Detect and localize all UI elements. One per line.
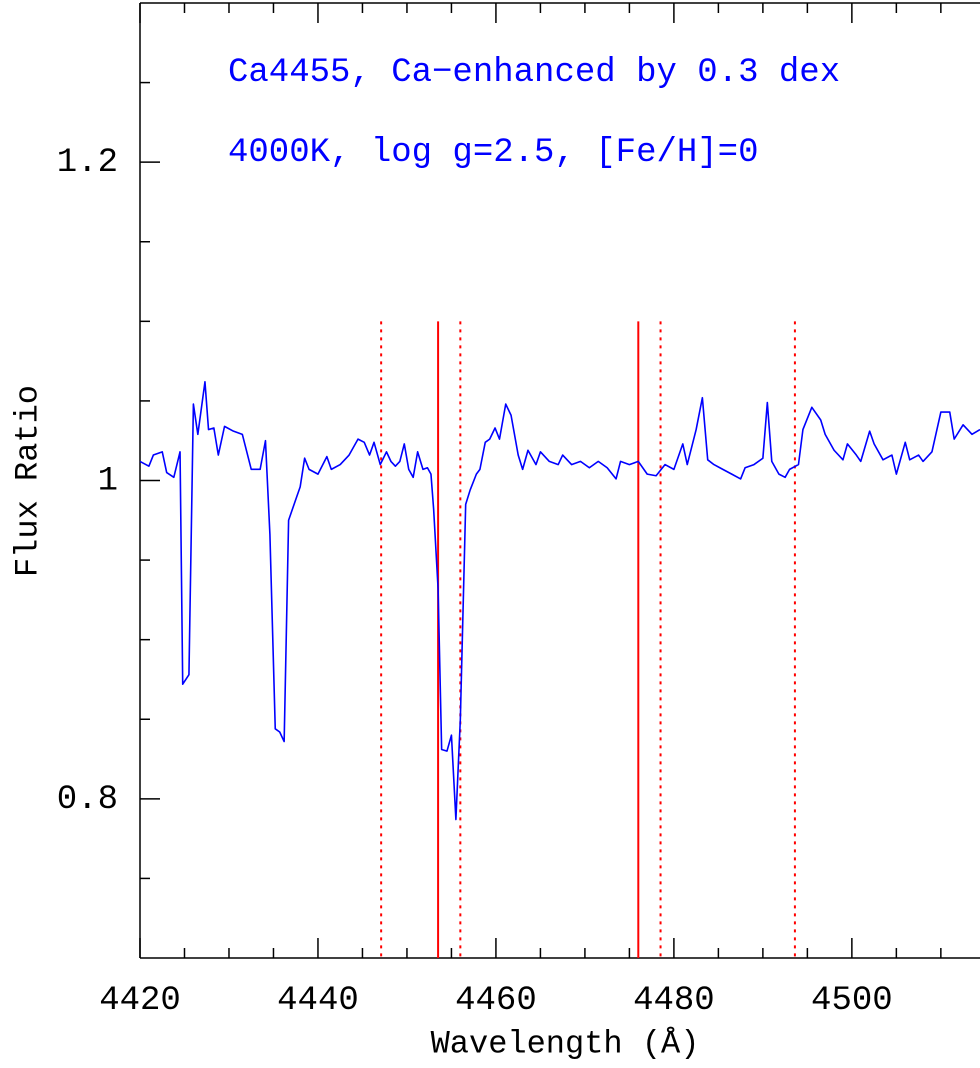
annotation: 4000K, log g=2.5, [Fe/H]=0 [228, 134, 759, 172]
x-tick-label: 4460 [455, 982, 537, 1020]
x-tick-label: 4420 [99, 982, 181, 1020]
spectrum-line [139, 381, 980, 821]
x-tick-label: 4440 [277, 982, 359, 1020]
y-tick-label: 1.2 [57, 144, 118, 182]
y-axis-label: Flux Ratio [9, 385, 46, 577]
y-tick-label: 0.8 [57, 781, 118, 819]
y-tick-label: 1 [98, 462, 118, 500]
x-tick-label: 4500 [811, 982, 893, 1020]
x-tick-label: 4480 [633, 982, 715, 1020]
annotation: Ca4455, Ca−enhanced by 0.3 dex [228, 54, 840, 92]
x-axis-label: Wavelength (Å) [431, 1025, 700, 1062]
